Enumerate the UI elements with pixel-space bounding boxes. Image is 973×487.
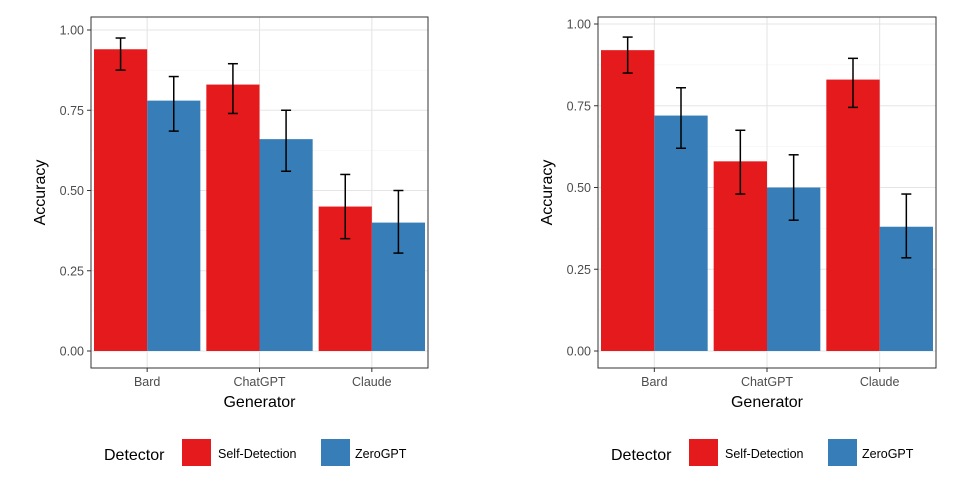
x-axis-title: Generator — [223, 394, 296, 411]
bar-self-detection-claude — [826, 79, 880, 351]
legend-title: Detector — [104, 447, 165, 464]
x-axis-title: Generator — [731, 394, 804, 411]
legend: Detector Self-Detection ZeroGPT — [104, 439, 407, 466]
y-tick-label: 0.75 — [60, 104, 84, 118]
bar-zerogpt-bard — [147, 100, 201, 352]
y-tick-label: 0.25 — [567, 263, 591, 277]
legend-key-1 — [689, 439, 718, 466]
legend-key-2 — [321, 439, 350, 466]
bar-self-detection-chatgpt — [206, 84, 260, 351]
y-tick-label: 0.25 — [60, 264, 84, 278]
y-tick-label: 0.75 — [567, 99, 591, 113]
legend-title: Detector — [611, 447, 672, 464]
chart-panel-2: 0.00 0.25 0.50 0.75 1.00 Bard ChatGPT Claude Gen… — [539, 16, 937, 466]
y-axis-title: Accuracy — [32, 160, 49, 226]
legend-key-2 — [828, 439, 857, 466]
x-tick-label: Claude — [352, 375, 392, 389]
y-tick-label: 1.00 — [60, 24, 84, 38]
bar-zerogpt-bard — [654, 115, 708, 351]
y-tick-label: 0.00 — [567, 345, 591, 359]
y-tick-label: 0.00 — [60, 345, 84, 359]
legend-label-2: ZeroGPT — [862, 447, 914, 461]
bar-zerogpt-chatgpt — [259, 139, 313, 351]
legend-key-1 — [182, 439, 211, 466]
legend-label-1: Self-Detection — [218, 447, 297, 461]
x-tick-label: Claude — [860, 375, 900, 389]
y-tick-label: 0.50 — [567, 181, 591, 195]
y-axis-title: Accuracy — [539, 160, 556, 226]
y-tick-label: 0.50 — [60, 184, 84, 198]
bar-self-detection-bard — [94, 49, 148, 351]
x-tick-label: Bard — [641, 375, 667, 389]
legend-label-1: Self-Detection — [725, 447, 804, 461]
x-tick-label: Bard — [134, 375, 160, 389]
x-tick-label: ChatGPT — [233, 375, 285, 389]
x-tick-label: ChatGPT — [741, 375, 793, 389]
legend: Detector Self-Detection ZeroGPT — [611, 439, 914, 466]
bar-self-detection-bard — [601, 50, 655, 351]
chart-panel-1: 0.00 0.25 0.50 0.75 1.00 Bard ChatGPT Claude Gen… — [32, 16, 429, 466]
y-tick-label: 1.00 — [567, 18, 591, 32]
legend-label-2: ZeroGPT — [355, 447, 407, 461]
